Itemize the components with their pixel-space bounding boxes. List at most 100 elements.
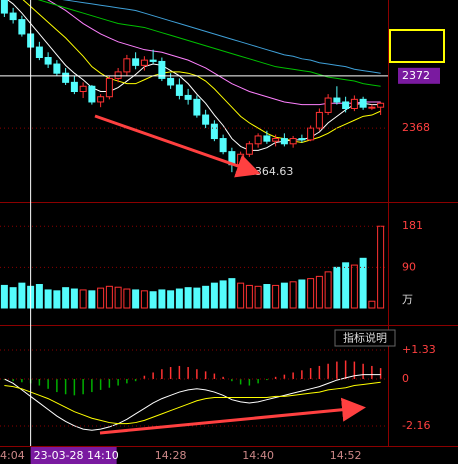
volume-bar: [44, 289, 52, 309]
candle-body: [44, 57, 52, 65]
candle-body: [53, 63, 61, 74]
candle-body: [0, 0, 8, 14]
volume-bar: [228, 278, 236, 309]
volume-bar: [167, 290, 175, 309]
volume-bar: [35, 284, 43, 309]
candle-body: [132, 58, 140, 66]
volume-bar: [280, 282, 288, 309]
candle-body: [210, 123, 218, 140]
y-tick-label: +1.33: [402, 343, 436, 356]
candle-body: [175, 84, 183, 96]
volume-bar: [254, 285, 262, 309]
volume-bar: [289, 281, 297, 309]
candle-body: [307, 127, 315, 141]
line: [22, 0, 381, 143]
volume-bar: [158, 289, 166, 309]
trend-arrow: [94, 114, 261, 178]
cursor-time-box: [30, 447, 117, 464]
candle-body: [237, 153, 245, 166]
y-tick-label: 90: [402, 260, 416, 273]
candle-body: [35, 46, 43, 59]
candle-body: [263, 135, 271, 142]
volume-bar: [0, 284, 8, 309]
candle-body: [70, 81, 78, 93]
volume-bar: [140, 290, 148, 309]
volume-bar: [184, 287, 192, 309]
volume-bar: [193, 287, 201, 309]
cursor-price-box: [398, 67, 440, 84]
volume-bar: [350, 264, 358, 309]
candle-body: [333, 97, 341, 103]
volume-bar: [62, 287, 70, 309]
candle-body: [350, 98, 358, 109]
volume-bar: [237, 282, 245, 309]
candle-body: [272, 138, 280, 142]
candle-body: [18, 19, 26, 35]
candle-body: [202, 114, 210, 125]
volume-bar: [210, 282, 218, 309]
line: [37, 0, 381, 87]
button-frame[interactable]: [334, 329, 396, 347]
candle-body: [184, 94, 192, 100]
indicator-button[interactable]: 指标说明: [334, 329, 396, 347]
candle-body: [140, 59, 148, 66]
candle-body: [359, 98, 367, 108]
line: [47, 0, 381, 106]
volume-bar: [333, 266, 341, 309]
volume-bar: [202, 285, 210, 309]
volume-bar: [9, 287, 17, 309]
volume-bar: [132, 289, 140, 309]
volume-bar: [219, 280, 227, 309]
panel-frame: [0, 0, 458, 447]
volume-bar: [97, 287, 105, 309]
highlight-box: [389, 29, 445, 63]
volume-bar: [79, 289, 87, 309]
candle-body: [88, 85, 96, 103]
volume-bar: [298, 279, 306, 309]
candle-body: [377, 102, 385, 108]
cursor-price: 2372: [402, 69, 430, 82]
line: [62, 0, 381, 74]
x-tick-label: 14:40: [242, 449, 274, 462]
volume-bar: [315, 275, 323, 309]
trend-arrow: [99, 397, 366, 435]
button-label[interactable]: 指标说明: [343, 331, 387, 345]
candle-body: [79, 85, 87, 93]
volume-bar: [123, 288, 131, 309]
price-panel: 2364.63: [0, 0, 385, 178]
volume-bar: [359, 257, 367, 309]
cursor-time: 23-03-28 14:10: [34, 449, 119, 462]
volume-unit: 万: [402, 293, 413, 306]
candle-body: [62, 72, 70, 83]
candle-body: [123, 58, 131, 73]
candle-body: [149, 59, 157, 62]
x-tick-label: 4:04: [0, 449, 25, 462]
volume-bar: [18, 282, 26, 309]
candle-body: [298, 138, 306, 141]
volume-bar: [272, 284, 280, 309]
volume-bar: [149, 291, 157, 309]
candle-body: [368, 106, 376, 109]
x-tick-label: 14:52: [330, 449, 362, 462]
volume-bar: [368, 300, 376, 309]
line: [7, 0, 381, 151]
y-tick-label: -2.16: [402, 419, 430, 432]
volume-bar: [88, 290, 96, 309]
volume-bar: [245, 284, 253, 309]
candle-body: [193, 98, 201, 116]
line: [4, 374, 381, 431]
candle-body: [254, 135, 262, 145]
volume-bar: [70, 288, 78, 309]
candle-body: [9, 12, 17, 21]
candle-body: [280, 138, 288, 145]
candle-body: [289, 138, 297, 145]
volume-bar: [175, 288, 183, 309]
candle-body: [167, 77, 175, 86]
candle-body: [97, 96, 105, 103]
line: [4, 381, 381, 425]
candle-body: [315, 111, 323, 129]
volume-bar: [342, 262, 350, 309]
volume-bar: [114, 286, 122, 309]
